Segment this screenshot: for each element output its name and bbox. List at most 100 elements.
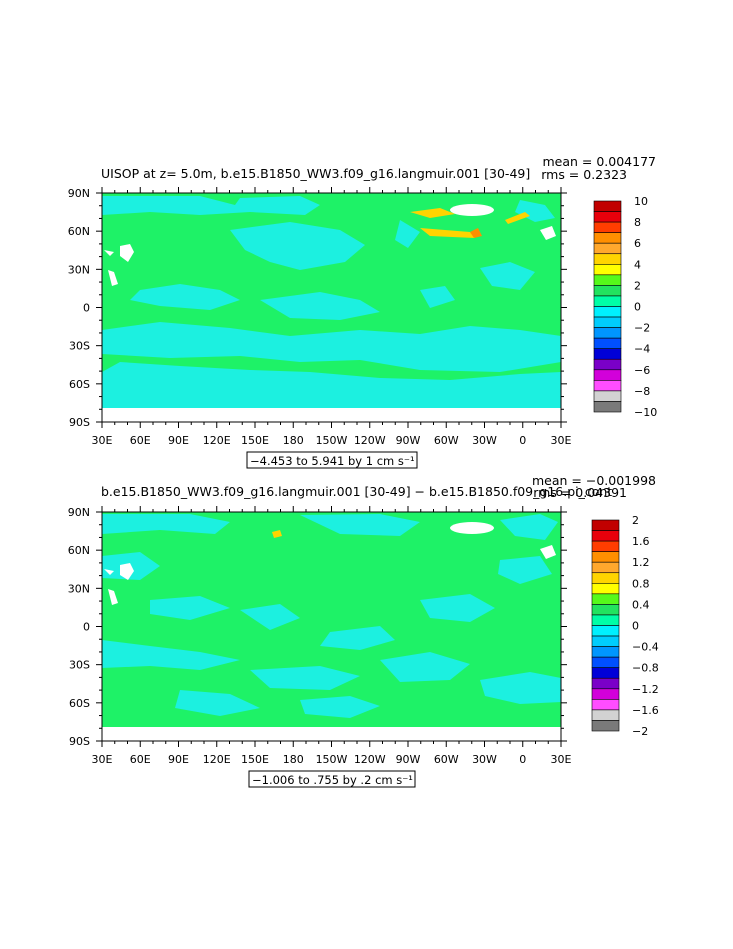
panel-2-masked-areas	[102, 522, 561, 741]
panel-1-masked-areas	[102, 204, 561, 422]
colorbar-label: −1.2	[632, 683, 659, 696]
x-tick-label: 90W	[396, 753, 421, 766]
colorbar-swatch	[591, 572, 620, 584]
x-tick-label: 60W	[434, 753, 459, 766]
colorbar-swatch	[591, 582, 620, 595]
colorbar-swatch	[593, 337, 622, 349]
colorbar-swatch	[593, 211, 622, 223]
colorbar-label: −2	[632, 725, 648, 738]
colorbar-label: 0	[634, 301, 641, 314]
colorbar-swatch	[591, 561, 620, 574]
colorbar-swatch	[591, 551, 620, 563]
y-tick-label: 90S	[69, 735, 90, 748]
y-tick-label: 60S	[69, 697, 90, 710]
x-tick-label: 30E	[92, 434, 113, 447]
colorbar-swatch	[591, 614, 620, 626]
panel-1-subtitle: −4.453 to 5.941 by 1 cm s⁻¹	[250, 454, 415, 468]
colorbar-label: 1.2	[632, 556, 650, 569]
y-tick-label: 60N	[68, 544, 90, 557]
colorbar-label: −6	[634, 364, 650, 377]
colorbar-swatch	[591, 530, 620, 542]
colorbar-swatch	[591, 709, 620, 721]
colorbar-swatch	[593, 285, 622, 297]
panel-1-axes: 30E 60E 90E 120E 150E 180 150W 120W 90W 60W 30W 0 30…	[68, 187, 572, 447]
x-tick-label: 120W	[354, 753, 386, 766]
colorbar-swatch	[591, 667, 620, 679]
x-tick-label: 60W	[434, 434, 459, 447]
colorbar-label: 0.4	[632, 598, 650, 611]
y-tick-label: 0	[83, 302, 90, 315]
colorbar-swatch	[591, 540, 620, 552]
x-tick-label: 90E	[168, 753, 189, 766]
panel-1-negative-regions	[102, 196, 561, 408]
panel-1-title: UISOP at z= 5.0m, b.e15.B1850_WW3.f09_g1…	[101, 166, 530, 181]
x-tick-label: 30W	[472, 753, 497, 766]
colorbar-swatch	[593, 316, 622, 328]
x-tick-label: 150W	[316, 753, 348, 766]
panel-2-subtitle-box	[248, 770, 416, 788]
x-tick-label: 0	[519, 434, 526, 447]
colorbar-label: −4	[634, 343, 650, 356]
y-tick-label: 30N	[68, 263, 90, 276]
x-tick-label: 60E	[130, 753, 151, 766]
y-tick-label: 30S	[69, 340, 90, 353]
colorbar-swatch	[591, 604, 620, 616]
colorbar-swatch	[593, 369, 622, 381]
panel-1-map	[101, 192, 562, 423]
colorbar-swatch	[593, 306, 622, 318]
panel-2-rms: rms = 0.04391	[533, 485, 627, 500]
colorbar-label: 2	[632, 514, 639, 527]
y-tick-label: 60N	[68, 225, 90, 238]
x-tick-label: 150W	[316, 434, 348, 447]
colorbar-swatch	[593, 348, 622, 360]
y-tick-label: 0	[83, 621, 90, 634]
colorbar-label: 8	[634, 216, 641, 229]
y-tick-label: 30N	[68, 582, 90, 595]
y-tick-label: 60S	[69, 378, 90, 391]
colorbar-label: −8	[634, 385, 650, 398]
x-tick-label: 120E	[203, 753, 231, 766]
y-tick-label: 30S	[69, 659, 90, 672]
x-tick-label: 30E	[92, 753, 113, 766]
colorbar-swatch	[593, 232, 622, 244]
colorbar-swatch	[593, 242, 622, 255]
x-tick-label: 30W	[472, 434, 497, 447]
x-tick-label: 90W	[396, 434, 421, 447]
x-tick-label: 120W	[354, 434, 386, 447]
colorbar-swatch	[591, 593, 620, 605]
x-tick-label: 30E	[551, 753, 572, 766]
panel-1-subtitle-box	[246, 451, 418, 469]
x-tick-label: 60E	[130, 434, 151, 447]
panel-1-mean: mean = 0.004177	[542, 154, 656, 169]
y-tick-label: 90S	[69, 416, 90, 429]
colorbar-swatch	[591, 699, 620, 711]
colorbar-swatch	[593, 253, 622, 265]
colorbar-swatch	[593, 358, 622, 371]
colorbar-swatch	[593, 274, 622, 286]
colorbar-swatch	[591, 677, 620, 690]
colorbar-swatch	[591, 625, 620, 637]
x-tick-label: 150E	[241, 434, 269, 447]
panel-2-subtitle: −1.006 to .755 by .2 cm s⁻¹	[252, 773, 413, 787]
panel-2-positive-features	[272, 530, 282, 538]
panel-2-mean: mean = −0.001998	[532, 473, 656, 488]
panel-2: b.e15.B1850_WW3.f09_g16.langmuir.001 [30…	[68, 473, 659, 788]
colorbar-swatch	[593, 263, 622, 276]
colorbar-swatch	[593, 327, 622, 339]
colorbar-swatch	[593, 390, 622, 402]
x-tick-label: 180	[283, 753, 304, 766]
panel-1-rms: rms = 0.2323	[541, 167, 627, 182]
colorbar-label: −1.6	[632, 704, 659, 717]
x-tick-label: 150E	[241, 753, 269, 766]
colorbar-swatch	[591, 656, 620, 669]
panel-2-title: b.e15.B1850_WW3.f09_g16.langmuir.001 [30…	[101, 484, 612, 499]
colorbar-label: 10	[634, 195, 648, 208]
y-tick-label: 90N	[68, 506, 90, 519]
colorbar-label: 2	[634, 279, 641, 292]
colorbar-label: 1.6	[632, 535, 650, 548]
panel-2-negative-regions	[102, 514, 561, 718]
colorbar-label: 0.8	[632, 577, 650, 590]
colorbar-swatch	[593, 295, 622, 307]
colorbar-swatch	[591, 688, 620, 700]
